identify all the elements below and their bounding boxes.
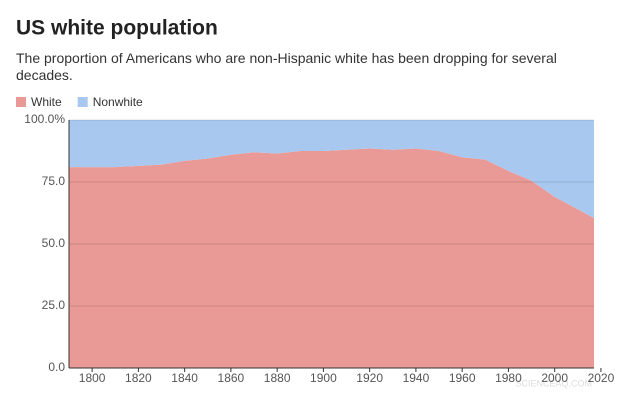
x-tick-label: 2000 [541,371,568,385]
legend-label: White [31,95,62,109]
y-tick-label: 25.0 [42,298,66,312]
x-tick-label: 1980 [495,371,522,385]
subtitle-box: The proportion of Americans who are non-… [16,50,557,83]
x-tick-label: 1900 [310,371,337,385]
x-tick-label: 1840 [171,371,198,385]
y-tick-label: 50.0 [42,236,66,250]
y-tick-label: 0.0 [48,360,65,374]
area [69,148,594,368]
x-tick-label: 1820 [125,371,152,385]
y-tick-label: 100.0% [24,112,65,126]
watermark: SCIENCEAQ.COM [515,378,592,388]
x-tick-label: 2020 [588,371,615,385]
legend-label: Nonwhite [93,95,143,109]
legend-swatch [77,97,88,107]
y-tick-label: 75.0 [42,174,66,188]
area [69,120,594,218]
legend-swatch [16,97,26,107]
chart-subtitle: The proportion of Americans who are non-… [16,50,557,83]
x-tick-label: 1940 [403,371,430,385]
chart-title: US white population [16,17,218,40]
x-tick-label: 1960 [449,371,476,385]
x-tick-label: 1800 [79,371,106,385]
x-tick-label: 1860 [218,371,245,385]
x-tick-label: 1920 [356,371,383,385]
x-tick-label: 1880 [264,371,291,385]
